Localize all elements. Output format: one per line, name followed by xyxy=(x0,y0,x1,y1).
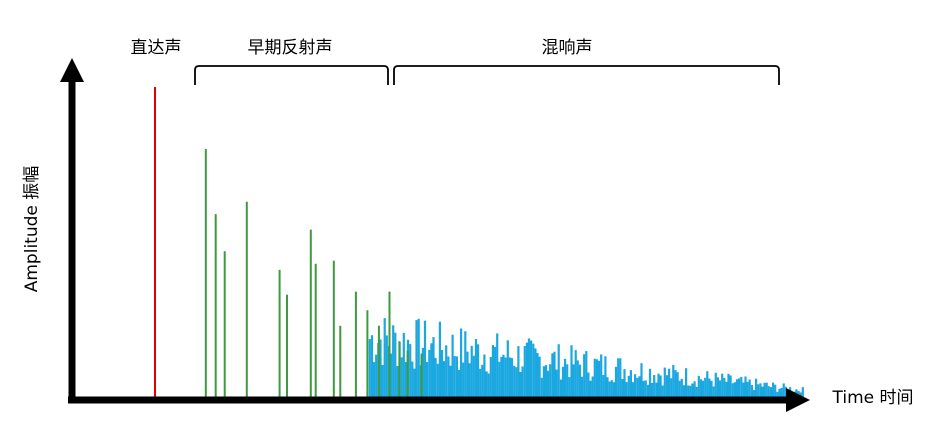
reverb-label: 混响声 xyxy=(542,38,593,58)
reverb-bracket xyxy=(393,65,780,85)
early-reflection-bracket xyxy=(194,65,389,85)
brackets xyxy=(194,65,780,85)
y-axis-arrow-icon xyxy=(60,58,84,82)
x-axis-label: Time 时间 xyxy=(831,388,913,408)
axes xyxy=(60,58,810,412)
y-axis-label: Amplitude 振幅 xyxy=(22,166,42,293)
early-reflection-label: 早期反射声 xyxy=(248,38,333,58)
early-reflection-bars xyxy=(204,149,423,397)
reverb-bars xyxy=(368,318,804,397)
direct-sound-label: 直达声 xyxy=(131,38,182,58)
x-axis-arrow-icon xyxy=(786,388,810,412)
